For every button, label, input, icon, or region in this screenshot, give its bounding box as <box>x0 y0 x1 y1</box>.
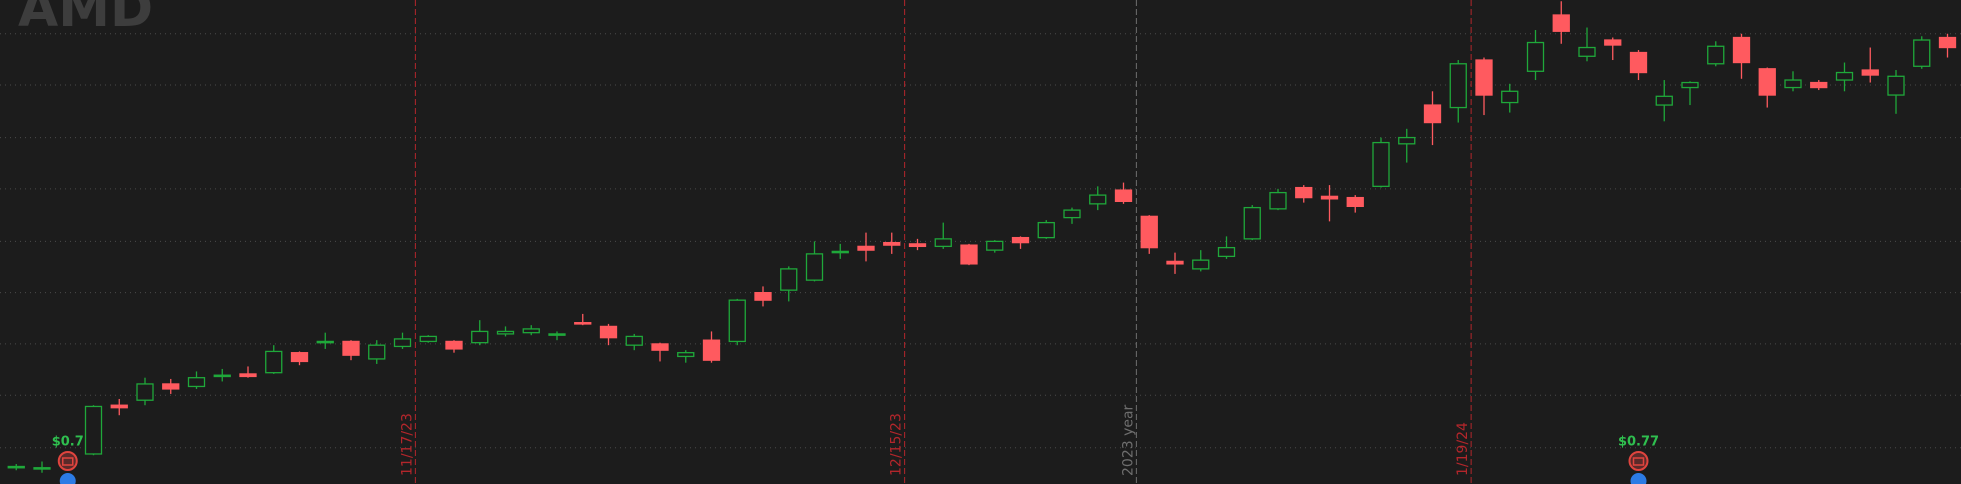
candle-body <box>1681 81 1699 89</box>
candle-body <box>1063 209 1081 219</box>
candle-body <box>1552 14 1570 32</box>
event-icon-secondary <box>59 473 76 484</box>
candle-body <box>239 373 257 378</box>
candle-body <box>934 238 952 248</box>
candle-body <box>780 268 798 291</box>
candle-body <box>213 374 231 378</box>
candle-body <box>187 377 206 388</box>
candle-body <box>1501 90 1519 104</box>
candle-body <box>265 350 283 374</box>
event-label: $0.7 <box>52 435 84 450</box>
candle-body <box>986 240 1004 251</box>
candle-body <box>316 340 334 344</box>
candle-body <box>677 352 695 358</box>
candle-body <box>1114 189 1133 203</box>
event-icon <box>57 451 78 471</box>
date-marker-label: 11/17/23 <box>399 413 415 476</box>
candle-body <box>1758 68 1776 96</box>
candle-body <box>393 338 412 348</box>
candle-body <box>1604 39 1622 46</box>
candle-body <box>1526 41 1545 72</box>
candle-body <box>496 330 515 335</box>
candle-body <box>1938 36 1957 49</box>
candle-body <box>33 467 51 470</box>
candle-body <box>857 245 875 251</box>
candle-body <box>883 241 901 246</box>
date-marker-label: 2023 year <box>1120 404 1136 476</box>
candle-body <box>162 383 180 390</box>
candle-body <box>1578 46 1596 57</box>
candle-body <box>368 344 386 360</box>
candle-body <box>1629 51 1648 74</box>
candle-body <box>625 335 643 346</box>
candle-body <box>1372 141 1390 187</box>
candle-body <box>1217 246 1236 258</box>
candle-body <box>1707 45 1725 65</box>
candle-body <box>1835 71 1854 81</box>
candle-body <box>908 243 927 248</box>
candle-body <box>445 340 463 350</box>
event-label: $0.77 <box>1618 435 1659 450</box>
candle-body <box>1810 81 1828 89</box>
candle-body <box>1166 260 1184 265</box>
candle-body <box>1913 39 1931 67</box>
candle-body <box>84 405 103 455</box>
candle-body <box>599 325 618 339</box>
candle-body <box>1861 69 1879 76</box>
candle-body <box>1346 196 1364 208</box>
candle-body <box>1295 186 1313 199</box>
candle-body <box>1192 259 1210 270</box>
candle-body <box>831 250 849 254</box>
event-icon-secondary <box>1630 473 1647 484</box>
candle-body <box>471 330 489 344</box>
candle-body <box>1011 236 1030 244</box>
event-icon-glyph <box>1632 457 1645 466</box>
candle-body <box>1423 104 1442 124</box>
candle-body <box>1449 63 1467 109</box>
candle-body <box>1269 191 1287 210</box>
candle-body <box>754 292 772 301</box>
symbol-watermark: AMD <box>18 0 153 39</box>
candle-body <box>548 333 566 336</box>
candle-body <box>1037 221 1055 239</box>
candle-body <box>110 404 128 409</box>
candle-body <box>960 244 978 265</box>
candle-body <box>342 340 360 356</box>
candle-body <box>1243 206 1261 240</box>
candle-body <box>1475 59 1493 96</box>
candle-body <box>1784 79 1802 89</box>
event-icon-glyph <box>62 457 74 466</box>
candle-body <box>7 465 25 469</box>
date-marker-label: 1/19/24 <box>1455 422 1471 476</box>
candle-body <box>290 352 309 363</box>
candle-body <box>1398 136 1416 145</box>
candle-body <box>702 339 721 361</box>
candle-body <box>1732 36 1751 64</box>
candle-body <box>574 322 592 325</box>
candle-body <box>805 253 824 281</box>
candle-body <box>651 343 669 351</box>
event-icon <box>1628 451 1649 471</box>
candle-body <box>522 328 540 334</box>
candle-body <box>728 299 746 343</box>
candle-body <box>1887 75 1905 96</box>
candle-body <box>136 383 154 401</box>
candle-body <box>1320 195 1339 200</box>
candle-body <box>1655 95 1673 106</box>
candle-body <box>1140 215 1158 249</box>
candle-body <box>419 335 437 343</box>
date-marker-label: 12/15/23 <box>889 413 905 476</box>
candle-body <box>1089 194 1107 205</box>
